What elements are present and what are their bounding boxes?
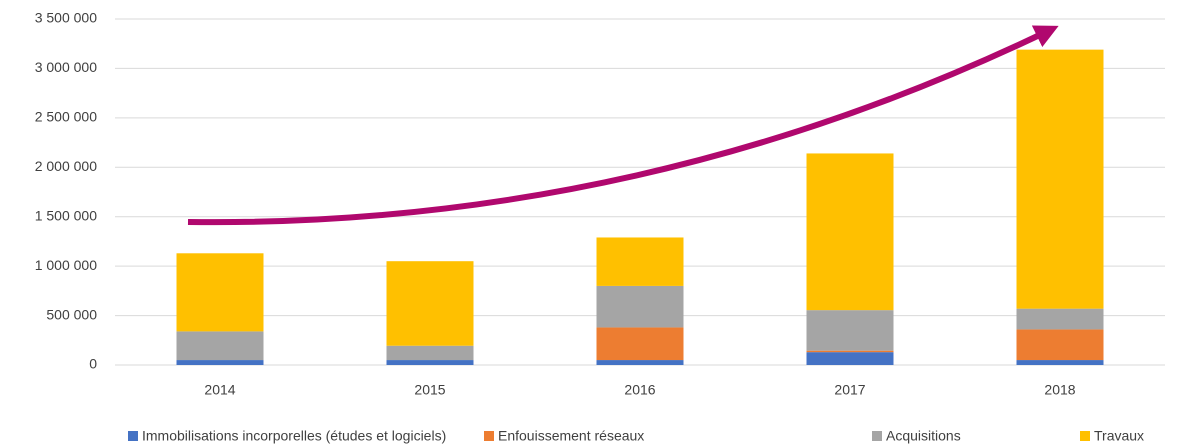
bar-segment xyxy=(1016,49,1104,309)
x-tick-label: 2018 xyxy=(1044,382,1075,398)
y-tick-label: 1 500 000 xyxy=(35,207,97,223)
bar-segment xyxy=(596,360,684,365)
legend-label: Enfouissement réseaux xyxy=(498,428,644,444)
legend-swatch xyxy=(1080,431,1090,441)
bar-segment xyxy=(806,352,894,365)
bar-segment xyxy=(806,310,894,351)
bar-segment xyxy=(386,360,474,365)
y-tick-label: 2 000 000 xyxy=(35,158,97,174)
legend-swatch xyxy=(128,431,138,441)
trend-arrow xyxy=(187,25,1059,226)
bar-segment xyxy=(806,350,894,353)
bar-segment xyxy=(176,253,264,332)
bar-segment xyxy=(176,360,264,365)
y-tick-label: 3 000 000 xyxy=(35,59,97,75)
bar-segment xyxy=(596,285,684,328)
legend-label: Travaux xyxy=(1094,428,1144,444)
x-tick-label: 2016 xyxy=(624,382,655,398)
bar-segment xyxy=(1016,360,1104,365)
y-tick-label: 2 500 000 xyxy=(35,109,97,125)
y-tick-label: 0 xyxy=(89,356,97,372)
bar-segment xyxy=(386,261,474,346)
legend-swatch xyxy=(484,431,494,441)
x-tick-label: 2014 xyxy=(204,382,235,398)
plot-area: 0 500 000 1 000 000 1 500 000 2 000 000 2 500… xyxy=(35,10,1165,444)
y-tick-label: 3 500 000 xyxy=(35,10,97,26)
bar-segment xyxy=(386,345,474,361)
bar-segment xyxy=(596,237,684,286)
y-tick-label: 1 000 000 xyxy=(35,257,97,273)
x-tick-label: 2017 xyxy=(834,382,865,398)
legend-label: Acquisitions xyxy=(886,428,961,444)
bar-segment xyxy=(1016,329,1104,361)
bar-segment xyxy=(1016,308,1104,330)
bar-segment xyxy=(806,153,894,311)
bar-segment xyxy=(596,327,684,361)
legend-label: Immobilisations incorporelles (études et… xyxy=(142,428,446,444)
y-tick-label: 500 000 xyxy=(46,306,97,322)
legend-swatch xyxy=(872,431,882,441)
x-tick-label: 2015 xyxy=(414,382,445,398)
bar-segment xyxy=(176,331,264,361)
